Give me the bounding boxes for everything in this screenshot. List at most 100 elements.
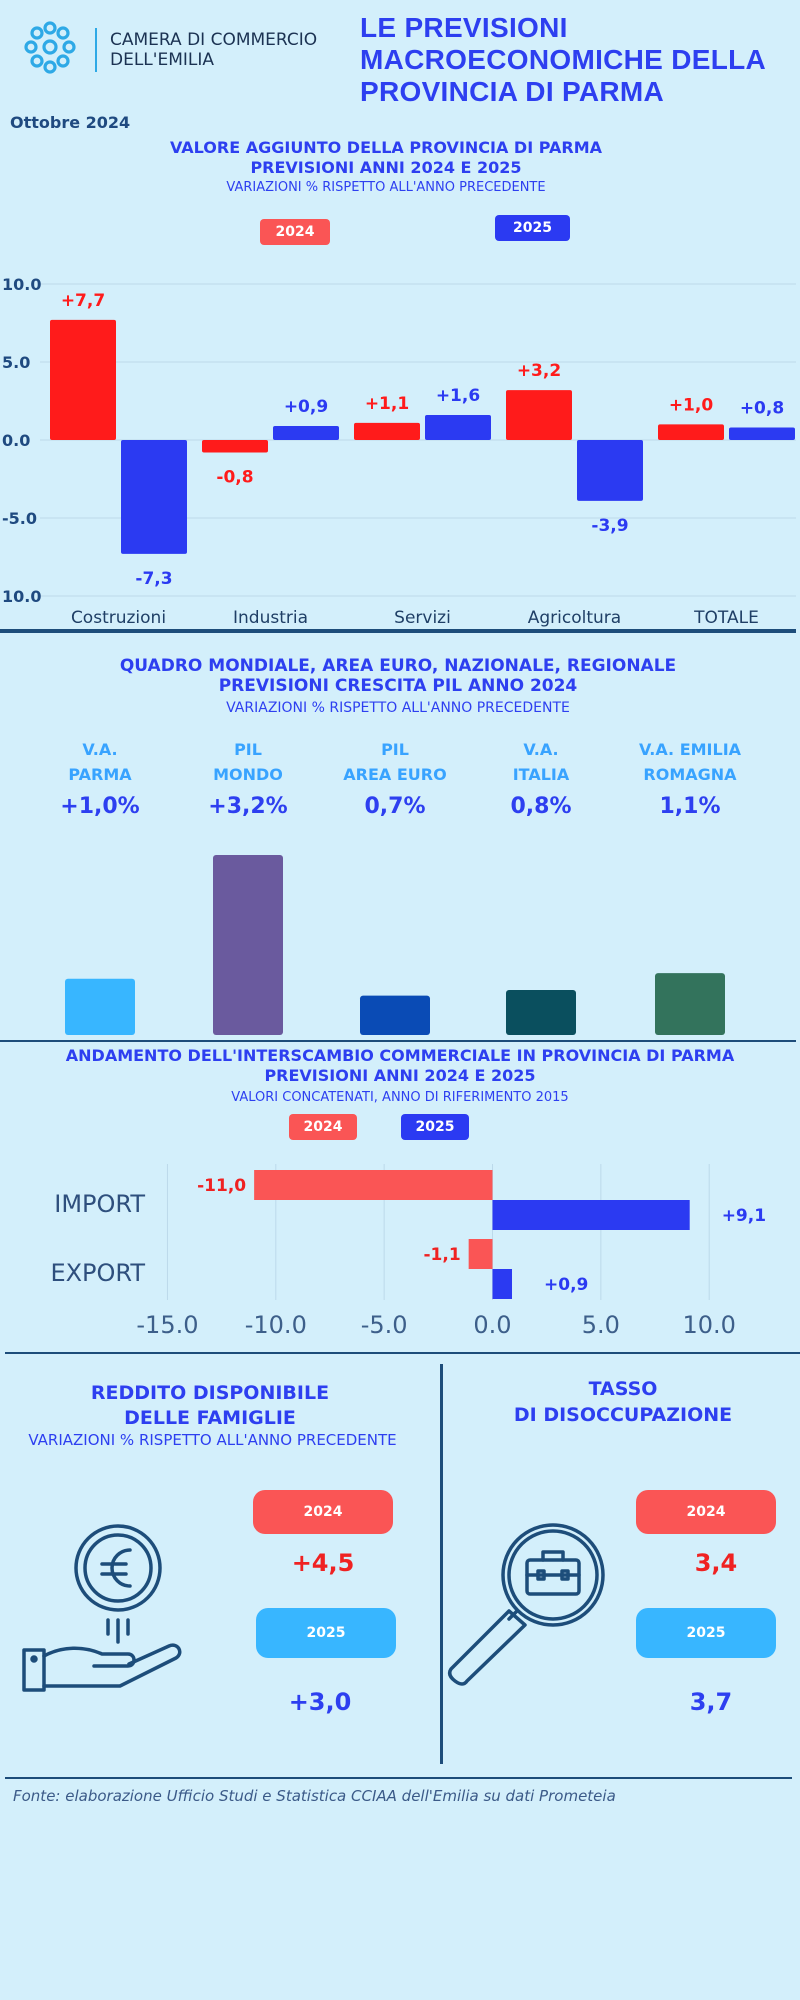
trade-x-tick: 0.0 xyxy=(473,1311,511,1339)
va-data-label: +0,9 xyxy=(284,397,328,417)
unemployment-2024-value: 3,4 xyxy=(694,1549,738,1577)
va-bar-2024 xyxy=(506,390,572,440)
kpi-label-line-2: AREA EURO xyxy=(343,765,447,784)
kpi-chart xyxy=(65,855,725,1035)
va-data-label: +0,8 xyxy=(740,399,784,419)
kpi-title-line-1: QUADRO MONDIALE, AREA EURO, NAZIONALE, R… xyxy=(119,656,677,676)
logo-line-1: CAMERA DI COMMERCIO xyxy=(110,30,318,50)
kpi-value: 1,1% xyxy=(659,794,721,819)
income-title-line-2: DELLE FAMIGLIE xyxy=(124,1407,296,1429)
va-data-label: -7,3 xyxy=(135,569,172,589)
trade-bar-2025 xyxy=(492,1200,690,1230)
unemployment-2024-badge: 2024 xyxy=(636,1490,776,1534)
kpi-label-line-2: PARMA xyxy=(68,765,132,784)
trade-category-label: EXPORT xyxy=(50,1259,145,1287)
divider-3 xyxy=(5,1352,800,1354)
va-subtitle: VARIAZIONI % RISPETTO ALL'ANNO PRECEDENT… xyxy=(226,180,546,195)
title-line-2: MACROECONOMICHE DELLA xyxy=(360,44,767,75)
trade-data-label: +0,9 xyxy=(544,1275,588,1295)
divider-2 xyxy=(0,1040,796,1042)
va-data-label: -3,9 xyxy=(591,516,628,536)
kpi-bar xyxy=(213,855,283,1035)
trade-title-line-1: ANDAMENTO DELL'INTERSCAMBIO COMMERCIALE … xyxy=(65,1046,735,1065)
trade-bar-2024 xyxy=(254,1170,493,1200)
kpi-label: V.A. ITALIA xyxy=(461,737,621,787)
va-bar-2024 xyxy=(658,424,724,440)
va-bar-2024 xyxy=(50,319,116,440)
va-legend-2025: 2025 xyxy=(495,215,570,241)
kpi-label: PIL AREA EURO xyxy=(315,737,475,787)
kpi-label: PIL MONDO xyxy=(168,737,328,787)
logo-divider xyxy=(95,28,97,72)
trade-bar-2025 xyxy=(492,1269,513,1299)
va-title-line-1: VALORE AGGIUNTO DELLA PROVINCIA DI PARMA xyxy=(169,138,602,157)
logo-name: CAMERA DI COMMERCIO DELL'EMILIA xyxy=(110,30,317,70)
va-bar-2025 xyxy=(577,440,643,501)
trade-title-line-2: PREVISIONI ANNI 2024 E 2025 xyxy=(264,1066,536,1085)
kpi-value: 0,8% xyxy=(510,794,572,819)
source-note: Fonte: elaborazione Ufficio Studi e Stat… xyxy=(13,1787,616,1805)
chamber-logo xyxy=(24,21,76,74)
va-data-label: -0,8 xyxy=(216,467,253,487)
trade-title: ANDAMENTO DELL'INTERSCAMBIO COMMERCIALE … xyxy=(0,1046,800,1086)
page-title: LE PREVISIONI MACROECONOMICHE DELLA PROV… xyxy=(360,12,766,108)
va-bar-2025 xyxy=(425,415,491,440)
kpi-subtitle: VARIAZIONI % RISPETTO ALL'ANNO PRECEDENT… xyxy=(226,700,570,716)
trade-bar-2024 xyxy=(468,1239,493,1269)
kpi-bar xyxy=(506,990,576,1035)
trade-legend-2024: 2024 xyxy=(289,1114,357,1140)
kpi-label-line-2: ITALIA xyxy=(512,765,570,784)
va-y-tick: 0.0 xyxy=(2,431,30,450)
va-category-label: TOTALE xyxy=(693,608,759,628)
va-bar-2025 xyxy=(273,425,339,440)
divider-4 xyxy=(5,1777,792,1779)
title-line-3: PROVINCIA DI PARMA xyxy=(360,76,665,107)
divider-1 xyxy=(0,631,796,633)
kpi-title-line-2: PREVISIONI CRESCITA PIL ANNO 2024 xyxy=(218,676,578,696)
va-y-tick: -5.0 xyxy=(2,509,37,528)
trade-category-label: IMPORT xyxy=(54,1190,145,1218)
income-title-line-1: REDDITO DISPONIBILE xyxy=(90,1382,330,1404)
unemployment-title-line-2: DI DISOCCUPAZIONE xyxy=(513,1404,733,1426)
va-bar-2024 xyxy=(202,440,268,453)
trade-x-tick: 5.0 xyxy=(582,1311,620,1339)
trade-data-label: -11,0 xyxy=(197,1176,246,1196)
va-data-label: +3,2 xyxy=(517,361,561,381)
kpi-value: +3,2% xyxy=(208,794,288,819)
unemployment-title: TASSO DI DISOCCUPAZIONE xyxy=(446,1376,800,1428)
unemployment-2025-badge: 2025 xyxy=(636,1608,776,1658)
income-title: REDDITO DISPONIBILE DELLE FAMIGLIE xyxy=(0,1381,420,1431)
kpi-label-line-1: PIL xyxy=(381,740,409,759)
va-category-label: Servizi xyxy=(394,608,451,628)
va-bar-2025 xyxy=(121,440,187,554)
va-title-line-2: PREVISIONI ANNI 2024 E 2025 xyxy=(250,158,522,177)
trade-legend-2025: 2025 xyxy=(401,1114,469,1140)
va-category-label: Costruzioni xyxy=(71,608,166,628)
kpi-label-line-2: ROMAGNA xyxy=(643,765,737,784)
trade-x-tick: -15.0 xyxy=(136,1311,198,1339)
va-data-label: +1,6 xyxy=(436,386,480,406)
income-2025-value: +3,0 xyxy=(288,1688,352,1716)
kpi-label-line-1: V.A. EMILIA xyxy=(638,740,742,759)
kpi-label-line-1: PIL xyxy=(234,740,262,759)
va-bar-2024 xyxy=(354,422,420,440)
kpi-title: QUADRO MONDIALE, AREA EURO, NAZIONALE, R… xyxy=(0,656,796,696)
kpi-bar xyxy=(65,978,135,1035)
trade-x-tick: -10.0 xyxy=(245,1311,307,1339)
trade-data-label: +9,1 xyxy=(722,1206,766,1226)
va-y-tick: 5.0 xyxy=(2,353,30,372)
va-title: VALORE AGGIUNTO DELLA PROVINCIA DI PARMA… xyxy=(0,138,772,178)
va-data-label: +1,1 xyxy=(365,394,409,414)
report-date: Ottobre 2024 xyxy=(10,113,131,132)
kpi-label-line-1: V.A. xyxy=(82,740,118,759)
trade-data-label: -1,1 xyxy=(423,1245,460,1265)
trade-chart: -15.0 -10.0 -5.0 0.0 5.0 10.0 IMPORT -11,0 +9,1 E… xyxy=(50,1164,766,1339)
va-bar-2025 xyxy=(729,427,795,440)
va-y-tick: 10.0 xyxy=(2,275,41,294)
income-2024-badge: 2024 xyxy=(253,1490,393,1534)
va-y-tick: 10.0 xyxy=(2,587,41,606)
trade-subtitle: VALORI CONCATENATI, ANNO DI RIFERIMENTO … xyxy=(231,1090,569,1105)
va-chart: 10.0 5.0 0.0 -5.0 10.0 +7,7 -7,3 Costruzioni -0,… xyxy=(0,275,796,631)
magnifier-briefcase-icon xyxy=(447,1523,605,1686)
kpi-label: V.A. PARMA xyxy=(20,737,180,787)
